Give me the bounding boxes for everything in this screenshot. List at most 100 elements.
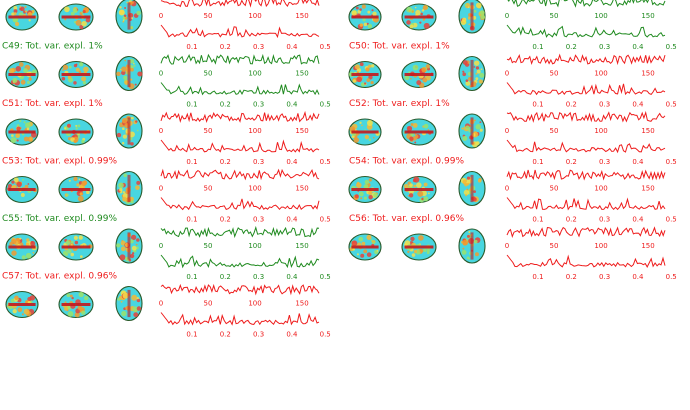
freq-tick-label: 0.5 — [320, 273, 331, 281]
spectrum-line — [160, 139, 320, 153]
spectrum-line — [506, 197, 666, 211]
time-tick-label: 50 — [550, 12, 559, 20]
time-tick-label: 50 — [550, 70, 559, 78]
time-tick-label: 150 — [295, 12, 308, 20]
time-course-line — [506, 169, 666, 181]
freq-tick-label: 0.1 — [532, 158, 543, 166]
freq-tick-label: 0.5 — [666, 158, 677, 166]
freq-tick-label: 0.1 — [532, 216, 543, 224]
time-tick-label: 0 — [505, 242, 509, 250]
component-c54: C54: Tot. var. expl. 0.99% 0 50 100 150 0.1 0.… — [348, 157, 677, 224]
component-label: C55: Tot. var. expl. 0.99% — [2, 214, 117, 224]
freq-tick-label: 0.4 — [632, 158, 644, 166]
time-tick-label: 50 — [204, 300, 213, 308]
component-c50: C50: Tot. var. expl. 1% 0 50 100 150 0.1 0.2 0.… — [348, 42, 677, 109]
time-tick-label: 100 — [248, 127, 261, 135]
freq-tick-label: 0.3 — [253, 158, 264, 166]
spectrum-line — [160, 197, 320, 211]
component-c57: C57: Tot. var. expl. 0.96% 0 50 100 150 0.1 0.… — [2, 272, 331, 339]
time-tick-label: 50 — [204, 127, 213, 135]
component-label: C56: Tot. var. expl. 0.96% — [349, 214, 464, 224]
freq-tick-label: 0.3 — [253, 101, 264, 109]
time-course-line — [507, 0, 666, 8]
freq-tick-label: 0.1 — [532, 273, 543, 281]
time-tick-label: 50 — [204, 242, 213, 250]
freq-tick-label: 0.2 — [566, 273, 577, 281]
spectrum-line — [160, 82, 320, 96]
time-tick-label: 0 — [505, 70, 509, 78]
component-label: C50: Tot. var. expl. 1% — [349, 42, 450, 52]
time-course-line — [160, 225, 320, 239]
freq-tick-label: 0.3 — [599, 273, 610, 281]
time-course-line — [160, 283, 320, 296]
time-course-line — [160, 110, 320, 123]
freq-tick-label: 0.5 — [320, 101, 331, 109]
freq-tick-label: 0.1 — [532, 101, 543, 109]
time-course-line — [506, 110, 666, 123]
time-tick-label: 0 — [159, 242, 163, 250]
freq-tick-label: 0.5 — [320, 43, 331, 51]
freq-tick-label: 0.2 — [220, 216, 231, 224]
time-tick-label: 100 — [594, 185, 607, 193]
freq-tick-label: 0.4 — [286, 101, 298, 109]
time-course-line — [160, 53, 320, 65]
freq-tick-label: 0.5 — [320, 331, 331, 339]
freq-tick-label: 0.1 — [186, 331, 197, 339]
time-tick-label: 100 — [248, 185, 261, 193]
freq-tick-label: 0.3 — [599, 43, 610, 51]
time-tick-label: 0 — [159, 300, 163, 308]
time-tick-label: 50 — [204, 12, 213, 20]
freq-tick-label: 0.4 — [632, 216, 644, 224]
spectrum-line — [506, 254, 666, 268]
time-tick-label: 0 — [159, 70, 163, 78]
freq-tick-label: 0.3 — [253, 216, 264, 224]
time-tick-label: 100 — [594, 127, 607, 135]
time-tick-label: 150 — [641, 185, 654, 193]
freq-tick-label: 0.3 — [599, 216, 610, 224]
time-tick-label: 100 — [594, 242, 607, 250]
component-c52: C52: Tot. var. expl. 1% 0 50 100 150 0.1 0.2 0.… — [348, 99, 677, 166]
time-tick-label: 0 — [159, 12, 163, 20]
spectrum-line — [160, 312, 320, 326]
freq-tick-label: 0.2 — [566, 101, 577, 109]
freq-tick-label: 0.2 — [566, 216, 577, 224]
freq-tick-label: 0.5 — [320, 216, 331, 224]
freq-tick-label: 0.3 — [253, 43, 264, 51]
time-tick-label: 50 — [204, 70, 213, 78]
time-tick-label: 100 — [248, 70, 261, 78]
component-c51: C51: Tot. var. expl. 1% 0 50 100 150 0.1 0.2 0.… — [2, 99, 331, 166]
time-tick-label: 150 — [641, 70, 654, 78]
time-tick-label: 100 — [594, 70, 607, 78]
time-tick-label: 100 — [248, 242, 261, 250]
component-c55: C55: Tot. var. expl. 0.99% 0 50 100 150 0.1 0.… — [2, 214, 331, 281]
spectrum-line — [506, 82, 666, 96]
freq-tick-label: 0.5 — [666, 43, 677, 51]
freq-tick-label: 0.5 — [666, 216, 677, 224]
freq-tick-label: 0.4 — [632, 273, 644, 281]
time-tick-label: 0 — [159, 127, 163, 135]
freq-tick-label: 0.2 — [566, 158, 577, 166]
time-course-line — [506, 226, 666, 238]
freq-tick-label: 0.4 — [632, 101, 644, 109]
freq-tick-label: 0.5 — [666, 101, 677, 109]
freq-tick-label: 0.5 — [666, 273, 677, 281]
time-course-line — [160, 168, 320, 181]
freq-tick-label: 0.3 — [599, 101, 610, 109]
time-tick-label: 150 — [295, 185, 308, 193]
component-label: C57: Tot. var. expl. 0.96% — [2, 272, 117, 282]
time-tick-label: 100 — [594, 12, 607, 20]
time-tick-label: 0 — [505, 127, 509, 135]
component-c49: C49: Tot. var. expl. 1% 0 50 100 150 0.1 0.2 0.… — [2, 42, 331, 109]
freq-tick-label: 0.4 — [286, 158, 298, 166]
spectrum-line — [160, 254, 320, 269]
time-tick-label: 150 — [641, 127, 654, 135]
freq-tick-label: 0.4 — [286, 43, 298, 51]
time-tick-label: 0 — [159, 185, 163, 193]
freq-tick-label: 0.2 — [566, 43, 577, 51]
freq-tick-label: 0.2 — [220, 43, 231, 51]
spectrum-line — [506, 24, 666, 38]
freq-tick-label: 0.1 — [186, 216, 197, 224]
freq-tick-label: 0.3 — [253, 273, 264, 281]
time-tick-label: 150 — [295, 300, 308, 308]
time-tick-label: 150 — [295, 242, 308, 250]
